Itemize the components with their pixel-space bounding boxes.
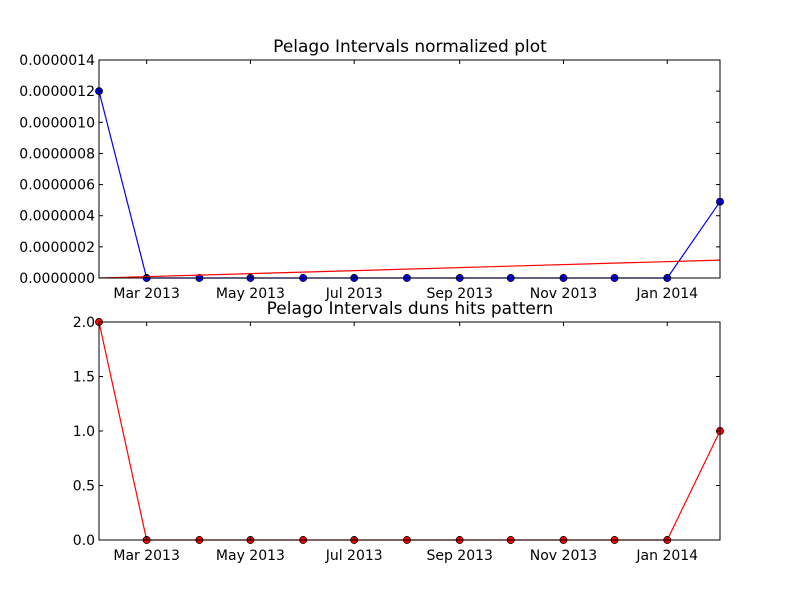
normalized-x-tick-label: Sep 2013 (426, 286, 492, 302)
normalized-y-tick-label: 0.0000002 (19, 240, 95, 256)
hits-pattern-plot: Pelago Intervals duns hits pattern Mar 2… (73, 299, 724, 564)
hits-y-tick-label: 0.0 (73, 533, 95, 549)
hits-pattern-plot-title: Pelago Intervals duns hits pattern (267, 299, 554, 319)
normalized-y-tick-label: 0.0000012 (19, 84, 95, 100)
normalized-y-tick-label: 0.0000006 (19, 178, 95, 194)
normalized-axes-frame (98, 59, 721, 279)
normalized-x-tick-label: Mar 2013 (113, 286, 180, 302)
hits-y-tick-label: 2.0 (73, 315, 95, 331)
hits-y-tick-label: 1.5 (73, 370, 95, 386)
normalized-y-tick-label: 0.0000000 (19, 271, 95, 287)
hits-x-tick-label: Sep 2013 (426, 548, 492, 564)
normalized-series-1-line (98, 259, 721, 279)
normalized-y-tick-label: 0.0000004 (19, 209, 95, 225)
normalized-plot: Pelago Intervals normalized plot Mar 201… (19, 37, 724, 302)
normalized-y-tick-label: 0.0000008 (19, 146, 95, 162)
hits-y-tick-label: 0.5 (73, 479, 95, 495)
hits-x-tick-label: Mar 2013 (113, 548, 180, 564)
hits-y-tick-label: 1.0 (73, 424, 95, 440)
hits-pattern-plot-area: Mar 2013 May 2013 Jul 2013 Sep 2013 Nov 2013… (73, 315, 724, 564)
normalized-y-tick-label: 0.0000010 (19, 115, 95, 131)
normalized-plot-title: Pelago Intervals normalized plot (273, 37, 547, 57)
hits-x-tick-label: May 2013 (216, 548, 285, 564)
normalized-x-tick-label: Nov 2013 (530, 286, 597, 302)
hits-x-tick-label: Jan 2014 (635, 548, 698, 564)
normalized-x-tick-label: Jan 2014 (635, 286, 698, 302)
normalized-y-tick-label: 0.0000014 (19, 53, 95, 69)
hits-x-tick-label: Nov 2013 (530, 548, 597, 564)
normalized-plot-area: Mar 2013 May 2013 Jul 2013 Sep 2013 Nov 2013… (19, 53, 724, 302)
normalized-x-tick-label: May 2013 (216, 286, 285, 302)
hits-x-tick-label: Jul 2013 (325, 548, 383, 564)
normalized-x-tick-label: Jul 2013 (325, 286, 383, 302)
